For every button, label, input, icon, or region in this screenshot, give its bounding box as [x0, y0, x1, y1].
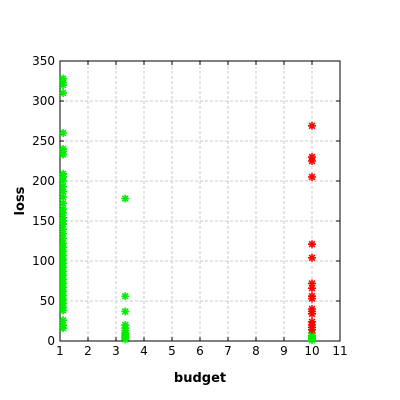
data-point: [121, 307, 130, 316]
x-axis-tick-labels: 1 2 3 4 5 6 7 8 9 10 11: [56, 344, 347, 358]
data-point: [59, 81, 68, 89]
x-tick-label: 9: [280, 344, 288, 358]
y-axis-tick-labels: 0 50 100 150 200 250 300 350: [32, 54, 55, 348]
data-point: [308, 173, 316, 181]
y-tick-label: 100: [32, 254, 55, 268]
y-tick-label: 200: [32, 174, 55, 188]
data-point: [59, 187, 68, 196]
data-point: [308, 284, 316, 293]
x-axis-title: budget: [174, 371, 226, 386]
data-point: [308, 121, 316, 130]
x-tick-label: 4: [140, 344, 148, 358]
x-tick-label: 8: [252, 344, 260, 358]
data-point: [59, 324, 68, 333]
data-point: [121, 292, 130, 301]
y-tick-label: 50: [40, 294, 55, 308]
data-point: [59, 150, 68, 159]
y-tick-label: 350: [32, 54, 55, 68]
data-point: [308, 336, 316, 345]
y-axis-title: loss: [13, 186, 28, 215]
data-point: [308, 325, 316, 334]
data-point: [59, 129, 68, 137]
data-point: [121, 194, 130, 203]
grid-lines: [60, 61, 340, 341]
x-tick-label: 6: [196, 344, 204, 358]
x-tick-label: 7: [224, 344, 232, 358]
data-point: [59, 89, 68, 97]
data-point: [59, 193, 68, 201]
data-point: [59, 306, 68, 315]
x-tick-label: 10: [304, 344, 319, 358]
y-tick-label: 0: [47, 334, 55, 348]
x-tick-label: 3: [112, 344, 120, 358]
data-point: [308, 157, 316, 165]
x-tick-label: 1: [56, 344, 64, 358]
data-point: [121, 335, 130, 344]
data-point: [308, 240, 316, 249]
x-tick-label: 5: [168, 344, 176, 358]
data-point: [308, 294, 316, 303]
x-tick-label: 2: [84, 344, 92, 358]
y-tick-label: 150: [32, 214, 55, 228]
data-point: [308, 309, 316, 318]
y-tick-label: 250: [32, 134, 55, 148]
x-tick-label: 11: [332, 344, 347, 358]
data-point: [308, 253, 316, 262]
data-points: [59, 74, 316, 345]
y-tick-label: 300: [32, 94, 55, 108]
